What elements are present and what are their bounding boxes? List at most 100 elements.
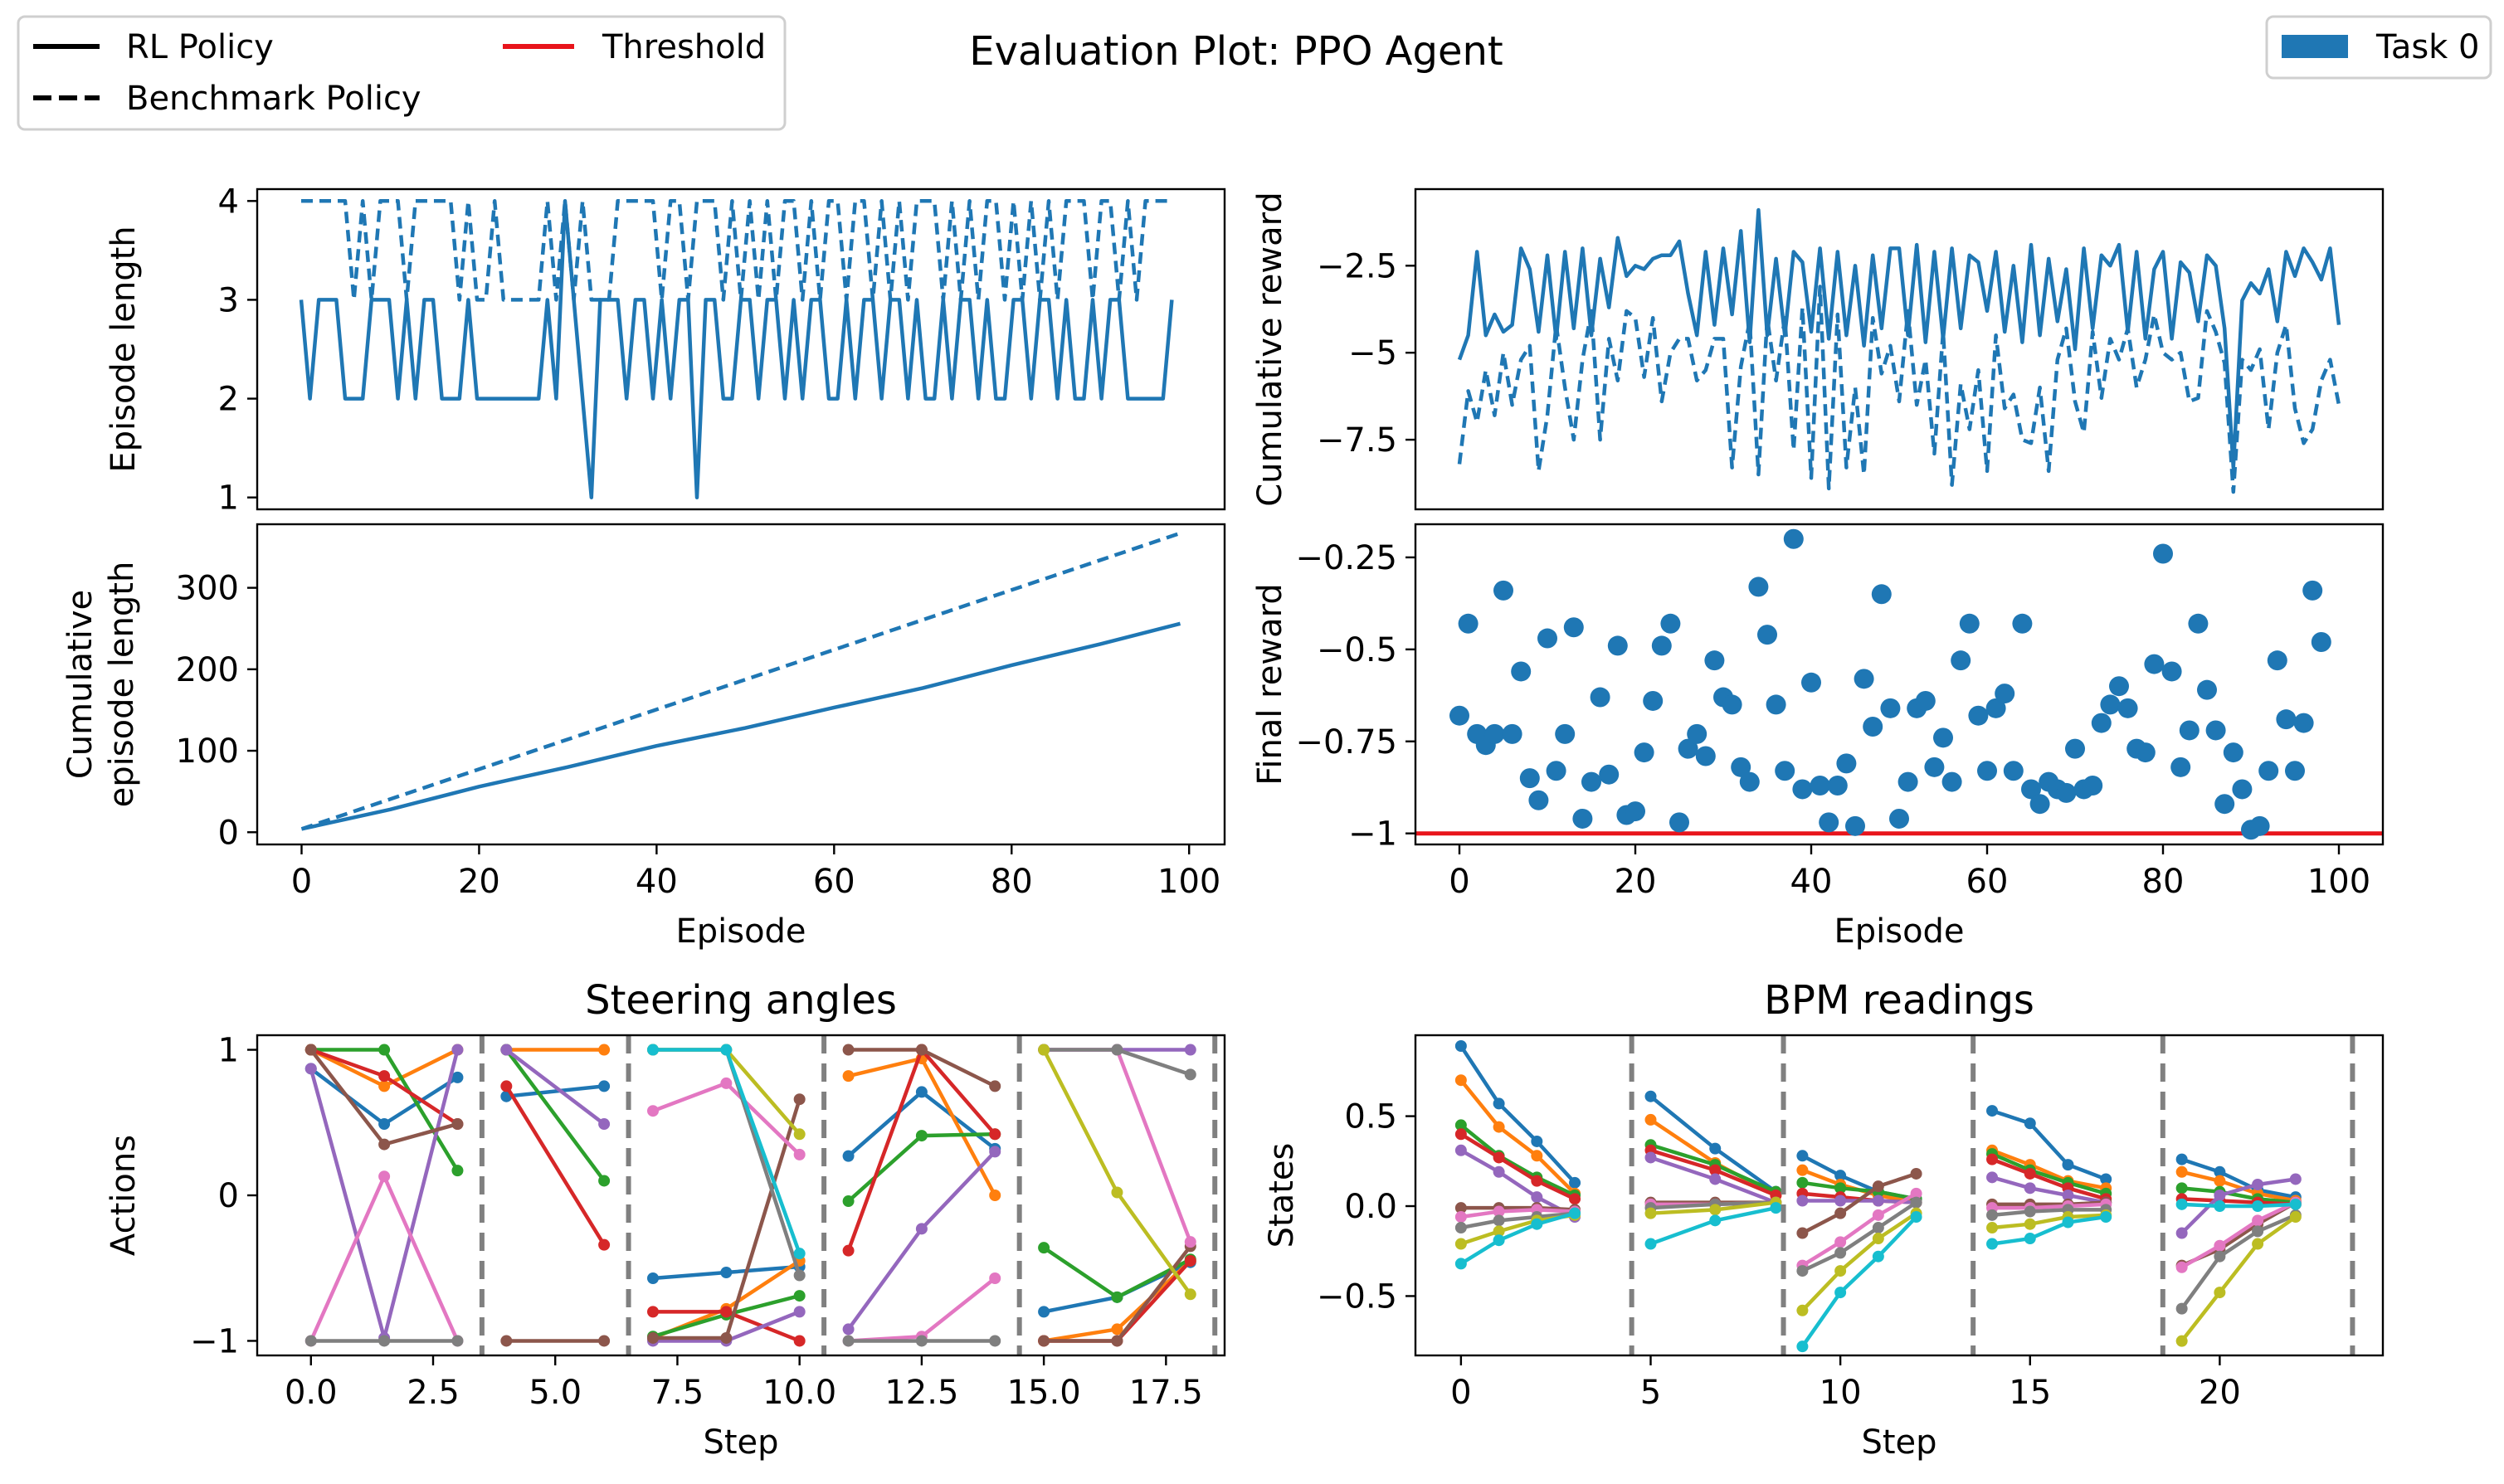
series-point	[2214, 1250, 2226, 1263]
series-point	[1493, 1234, 1505, 1247]
y-tick-label: 2	[218, 381, 239, 419]
chart-title: Steering angles	[585, 977, 897, 1024]
series-point	[2024, 1167, 2036, 1180]
plot-area	[299, 199, 1174, 499]
series-point	[1796, 1304, 1809, 1316]
series-point	[1834, 1194, 1847, 1207]
series-point	[2214, 1165, 2226, 1178]
series-point	[2062, 1216, 2074, 1229]
series-point	[304, 1044, 317, 1056]
x-tick-label: 10	[1820, 1374, 1862, 1412]
y-tick-label: −7.5	[1317, 421, 1397, 460]
data-point	[2056, 782, 2077, 803]
series-line	[1802, 1180, 1917, 1201]
series-point	[2214, 1175, 2226, 1187]
series-point	[1454, 1144, 1467, 1156]
x-tick-label: 80	[991, 863, 1033, 901]
y-tick-label: 0.0	[1344, 1188, 1397, 1226]
y-axis-label: Episode length	[105, 226, 143, 472]
data-point	[1985, 698, 2006, 718]
series-point	[378, 1170, 391, 1183]
series-point	[500, 1080, 513, 1092]
series-point	[647, 1331, 659, 1344]
series-line	[2180, 1213, 2297, 1310]
data-point	[1951, 650, 1971, 671]
plot-area	[1454, 1035, 2355, 1355]
x-tick-label: 15.0	[1007, 1374, 1081, 1412]
series-point	[598, 1118, 611, 1131]
y-tick-label: −1	[190, 1322, 239, 1360]
rl-policy-line	[1457, 207, 2341, 470]
series-line	[2181, 1202, 2296, 1209]
series-point	[1834, 1265, 1847, 1277]
plot-frame	[256, 1034, 1226, 1357]
benchmark-policy-line	[1457, 285, 2341, 494]
plot-area	[1415, 528, 2383, 840]
series-point	[720, 1266, 733, 1278]
data-point	[1546, 761, 1566, 781]
data-point	[2293, 713, 2314, 733]
series-point	[1493, 1151, 1505, 1164]
series-point	[842, 1195, 855, 1208]
series-point	[2024, 1182, 2036, 1194]
series-point	[647, 1105, 659, 1117]
chart-cumulative-episode-length: 0 100 200 300 0 20 40 60 80 100 Episode Cumulative e…	[61, 523, 1226, 951]
series-line	[1991, 1152, 2107, 1195]
series-line	[1991, 1108, 2107, 1181]
x-tick-label: 7.5	[651, 1374, 704, 1412]
plot-area	[1457, 207, 2341, 494]
series-point	[1796, 1150, 1809, 1162]
series-point	[451, 1044, 464, 1056]
series-point	[1910, 1187, 1922, 1199]
x-tick-label: 60	[813, 863, 855, 901]
series-point	[1834, 1287, 1847, 1299]
data-point	[1449, 705, 1469, 726]
data-point	[2135, 742, 2156, 763]
series-point	[989, 1146, 1001, 1158]
series-point	[1644, 1207, 1657, 1219]
data-point	[1959, 613, 1980, 634]
y-tick-label: 300	[176, 570, 239, 608]
data-point	[2065, 738, 2085, 759]
series-point	[1531, 1191, 1543, 1204]
x-tick-label: 0	[1450, 1374, 1471, 1412]
series-point	[842, 1323, 855, 1336]
series-line	[1801, 1200, 1917, 1273]
x-tick-label: 12.5	[884, 1374, 958, 1412]
series-point	[598, 1080, 611, 1092]
series-point	[1796, 1265, 1809, 1277]
series-point	[2175, 1153, 2188, 1165]
series-point	[598, 1044, 611, 1056]
data-point	[2021, 779, 2041, 800]
data-point	[1722, 694, 1742, 715]
data-point	[1924, 757, 1945, 777]
series-line	[1991, 1208, 2107, 1218]
series-point	[1834, 1182, 1847, 1194]
series-point	[500, 1044, 513, 1056]
data-point	[1792, 779, 1813, 800]
benchmark-policy-line	[300, 531, 1181, 831]
chart-final-reward: −0.25 −0.5 −0.75 −1 0 20 40 60 80 100 Episode Final…	[1251, 523, 2385, 951]
y-tick-label: 1	[218, 479, 239, 518]
x-tick-label: 60	[1966, 863, 2009, 901]
data-point	[1871, 584, 1892, 605]
series-point	[915, 1335, 928, 1347]
y-axis-label: episode length	[103, 562, 141, 808]
data-point	[2311, 631, 2331, 652]
series-point	[1709, 1204, 1722, 1216]
series-point	[1454, 1128, 1467, 1141]
series-line	[2180, 1177, 2297, 1235]
x-tick-label: 20	[2199, 1374, 2241, 1412]
data-point	[2170, 757, 2191, 777]
x-tick-label: 40	[1790, 863, 1833, 901]
series-point	[1910, 1196, 1922, 1209]
data-point	[2197, 679, 2217, 700]
series-line	[1459, 1123, 1576, 1198]
x-tick-label: 100	[2307, 863, 2370, 901]
series-line	[1459, 1132, 1576, 1201]
series-point	[1986, 1153, 1999, 1165]
series-point	[451, 1335, 464, 1347]
series-point	[2062, 1190, 2074, 1201]
series-line	[1800, 1215, 1918, 1348]
series-point	[1454, 1258, 1467, 1270]
